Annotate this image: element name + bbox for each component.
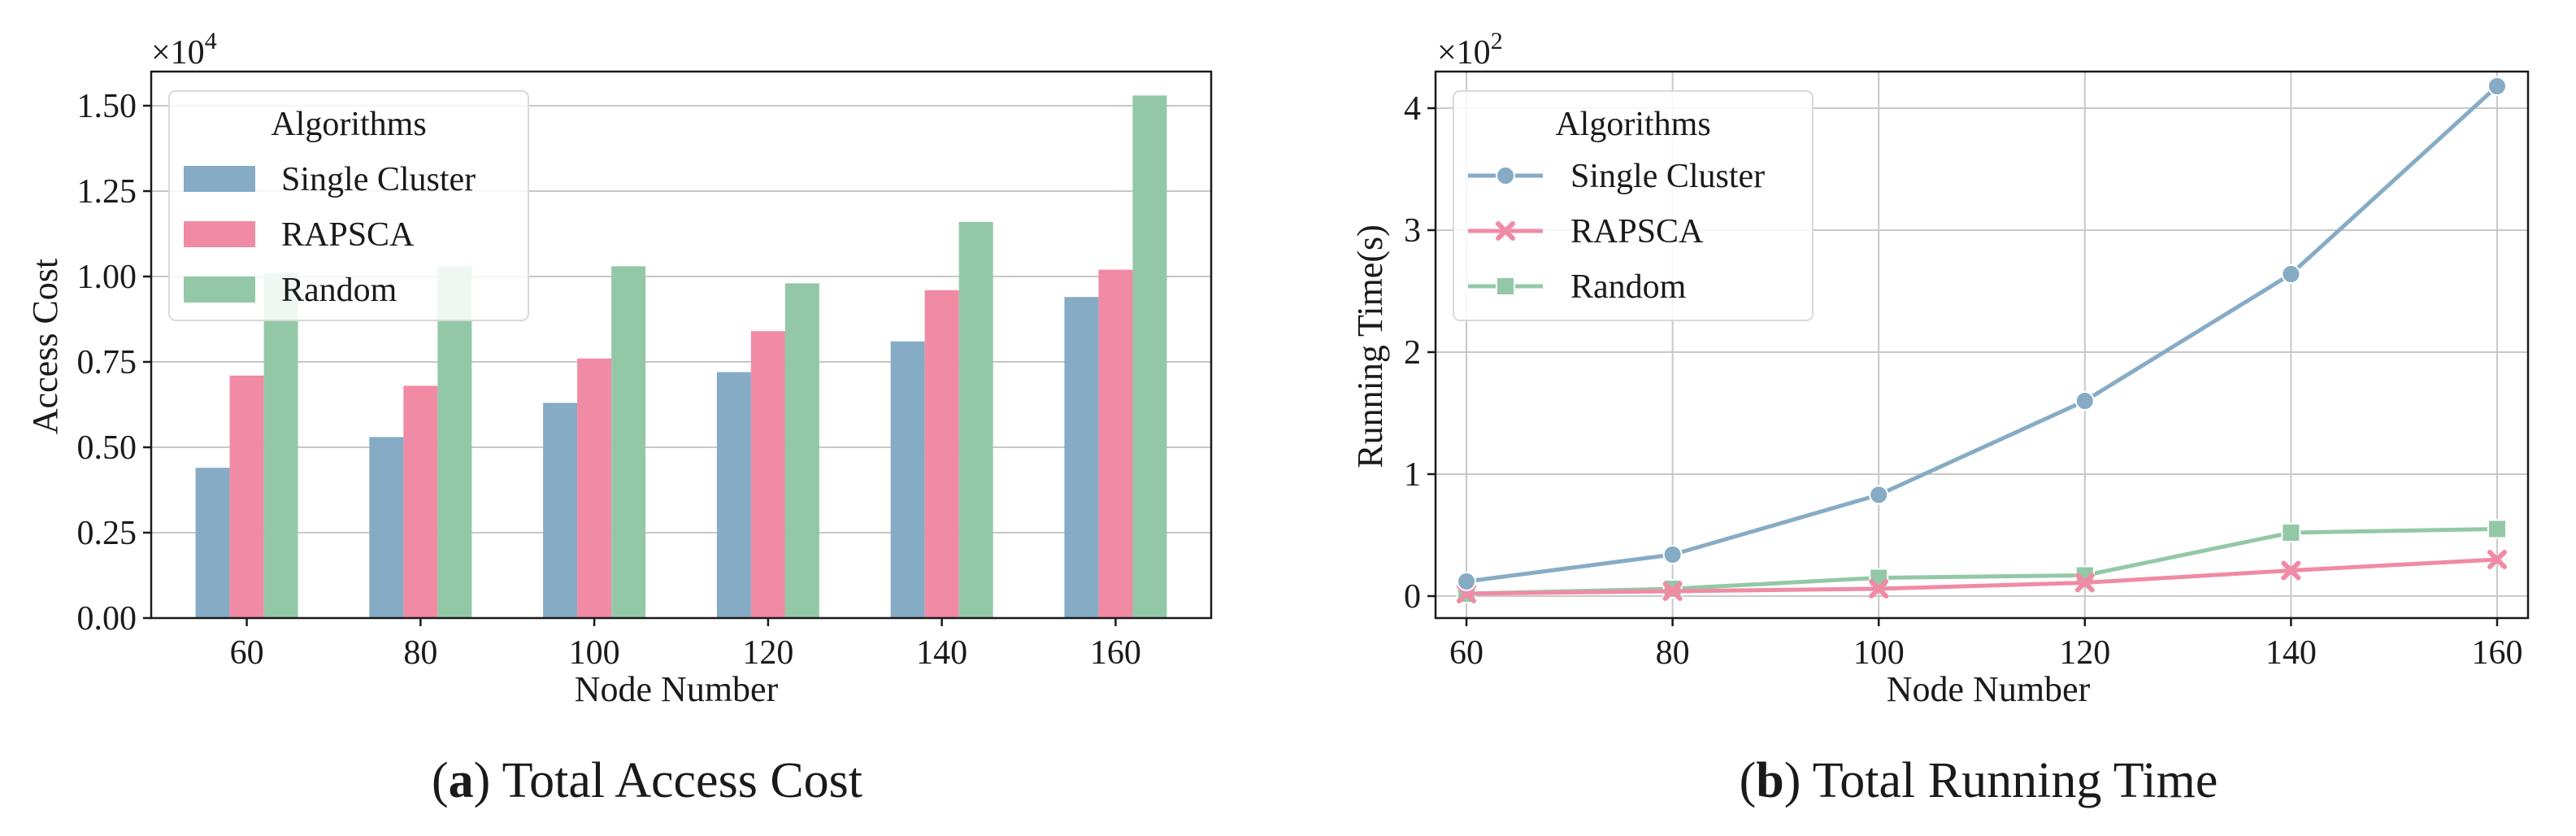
a-bar-random-80 [437,266,472,618]
a-bar-single-cluster-140 [890,341,925,618]
a-bar-rapsca-100 [577,358,612,618]
b-multiplier: ×102 [1437,28,1503,72]
b-point-rapsca-140 [2281,560,2301,581]
b-x-tick-label: 140 [2265,634,2317,672]
a-caption: (a) Total Access Cost [432,753,862,808]
b-legend-label-single-cluster: Single Cluster [1570,158,1765,195]
a-x-ticks: 60 80 100 120 140 160 [230,618,1141,672]
b-x-tick-label: 60 [1449,634,1483,672]
a-bar-rapsca-140 [924,290,959,618]
a-x-tick-label: 140 [916,634,967,672]
b-plot-frame [1434,70,2530,620]
a-bar-rapsca-160 [1098,269,1133,618]
b-point-single-cluster-80 [1662,545,1683,564]
a-legend-label-single-cluster: Single Cluster [281,161,476,198]
a-y-tick-label: 1.00 [77,259,137,296]
b-x-axis-label: Node Number [1887,669,2091,709]
b-point-single-cluster-140 [2281,264,2301,284]
b-legend-marker-rapsca [1496,221,1515,241]
b-x-tick-label: 160 [2471,634,2522,672]
b-caption: (b) Total Running Time [1740,753,2218,808]
b-y-tick-label: 3 [1404,212,1421,250]
b-y-tick-label: 4 [1404,90,1421,128]
b-point-rapsca-160 [2487,550,2507,569]
b-y-ticks: 0 1 2 3 4 [1404,90,1436,616]
a-bar-random-160 [1132,95,1167,618]
a-legend-swatch-rapsca [184,221,255,247]
a-bar-single-cluster-120 [716,372,751,618]
a-bar-random-100 [611,266,646,618]
b-point-random-140 [2281,523,2301,542]
b-legend-title: Algorithms [1555,106,1710,143]
b-point-rapsca-120 [2074,573,2095,593]
panel-running-time: 0 1 2 3 4 60 80 100 120 140 160 ×102 Running Time… [1350,28,2530,808]
a-y-ticks: 0.00 0.25 0.50 0.75 1.00 1.25 1.50 [77,88,151,638]
a-bar-single-cluster-60 [195,468,230,618]
a-legend-label-random: Random [281,272,397,309]
a-y-tick-label: 0.50 [77,429,137,467]
a-legend-box [168,90,529,321]
a-y-tick-label: 0.00 [77,600,137,638]
b-legend-marker-random [1496,276,1515,296]
b-y-tick-label: 0 [1404,578,1421,616]
b-point-random-160 [2487,519,2507,539]
b-legend-label-rapsca: RAPSCA [1570,213,1704,250]
a-x-tick-label: 80 [403,634,437,672]
panel-access-cost: 0.00 0.25 0.50 0.75 1.00 1.25 1.50 60 80 100 120 1… [25,28,1213,808]
b-y-tick-label: 1 [1404,456,1421,494]
a-bar-rapsca-120 [750,331,785,618]
b-line-single-cluster [1466,85,2499,584]
a-legend-swatch-single-cluster [184,166,255,192]
b-point-rapsca-80 [1662,581,1683,601]
a-bars [195,95,1167,618]
a-x-tick-label: 100 [569,634,620,672]
a-multiplier: ×104 [151,28,217,72]
b-y-tick-label: 2 [1404,334,1421,372]
a-bar-rapsca-80 [403,385,438,618]
a-y-axis-label: Access Cost [25,259,65,434]
b-point-single-cluster-160 [2487,76,2507,96]
b-legend-label-random: Random [1570,268,1687,306]
a-y-tick-label: 0.75 [77,344,137,381]
b-point-rapsca-100 [1869,579,1889,599]
a-y-tick-label: 1.50 [77,88,137,125]
b-lines [1457,76,2507,603]
a-y-tick-label: 1.25 [77,173,137,211]
b-x-tick-label: 80 [1656,634,1690,672]
a-x-tick-label: 160 [1090,634,1141,672]
b-legend-marker-single-cluster [1496,166,1515,185]
a-legend-title: Algorithms [271,106,426,143]
b-line-rapsca [1466,557,2498,596]
a-legend-label-rapsca: RAPSCA [281,216,415,254]
b-legend: Algorithms Single Cluster RAPSCA Random [1453,90,1814,321]
a-x-tick-label: 120 [742,634,793,672]
a-x-axis-label: Node Number [575,669,779,709]
a-bar-single-cluster-160 [1064,297,1099,618]
b-y-axis-label: Running Time(s) [1350,224,1390,468]
a-legend-swatch-random [184,276,255,303]
b-point-single-cluster-100 [1869,485,1889,505]
a-legend: Algorithms Single Cluster RAPSCA Random [168,90,529,321]
b-legend-box [1453,90,1814,321]
a-plot-frame [150,70,1213,620]
a-bar-random-120 [784,283,819,618]
a-y-tick-label: 0.25 [77,515,137,552]
a-bar-random-140 [958,221,993,618]
a-bar-single-cluster-100 [543,403,578,618]
a-bar-rapsca-60 [229,375,264,618]
b-x-tick-label: 120 [2059,634,2110,672]
b-point-single-cluster-60 [1457,572,1477,591]
b-point-single-cluster-120 [2074,391,2095,411]
b-x-ticks: 60 80 100 120 140 160 [1449,618,2522,672]
b-x-tick-label: 100 [1853,634,1905,672]
a-bar-single-cluster-80 [369,437,404,618]
a-x-tick-label: 60 [230,634,264,672]
a-bar-random-60 [263,272,298,618]
